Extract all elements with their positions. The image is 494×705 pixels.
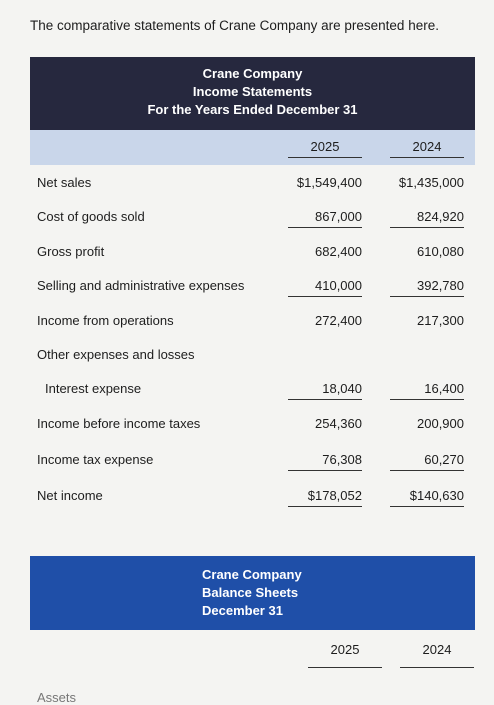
value: 76,308 [288,452,362,471]
year: 2025 [288,139,362,158]
value: $1,435,000 [398,175,464,190]
value: 60,270 [390,452,464,471]
value: 16,400 [390,381,464,400]
row-label: Net income [37,488,103,503]
value: $178,052 [288,488,362,507]
value: 410,000 [288,278,362,297]
row-label: Gross profit [37,244,105,259]
value: 254,360 [315,416,362,431]
value: 272,400 [315,313,362,328]
row-label: Interest expense [45,381,142,396]
statement-name: Balance Sheets [202,585,299,600]
value: 682,400 [315,244,362,259]
value: 18,040 [288,381,362,400]
year: 2025 [308,642,382,668]
row-label: Income before income taxes [37,416,201,431]
value: 824,920 [390,209,464,228]
value: 610,080 [417,244,464,259]
year: 2024 [400,642,474,668]
year: 2024 [390,139,464,158]
company: Crane Company [202,567,302,582]
row-label: Income tax expense [37,452,154,467]
row-label: Cost of goods sold [37,209,145,224]
row-label: Selling and administrative expenses [37,278,245,293]
statement-name: Income Statements [192,84,313,99]
row-label: Other expenses and losses [37,347,195,362]
company: Crane Company [202,66,303,81]
period: December 31 [202,603,283,618]
row-label: Income from operations [37,313,174,328]
value: 200,900 [417,416,464,431]
row-label: Net sales [37,175,92,190]
period: For the Years Ended December 31 [147,102,358,117]
value: 217,300 [417,313,464,328]
value: 392,780 [390,278,464,297]
income-header: Crane Company Income Statements For the … [30,57,475,130]
balance-header: Crane Company Balance Sheets December 31 [30,556,475,630]
year-band [30,130,475,165]
value: $1,549,400 [296,175,362,190]
value: $140,630 [390,488,464,507]
row-label: Assets [37,690,77,705]
value: 867,000 [288,209,362,228]
intro: The comparative statements of Crane Comp… [30,18,439,33]
